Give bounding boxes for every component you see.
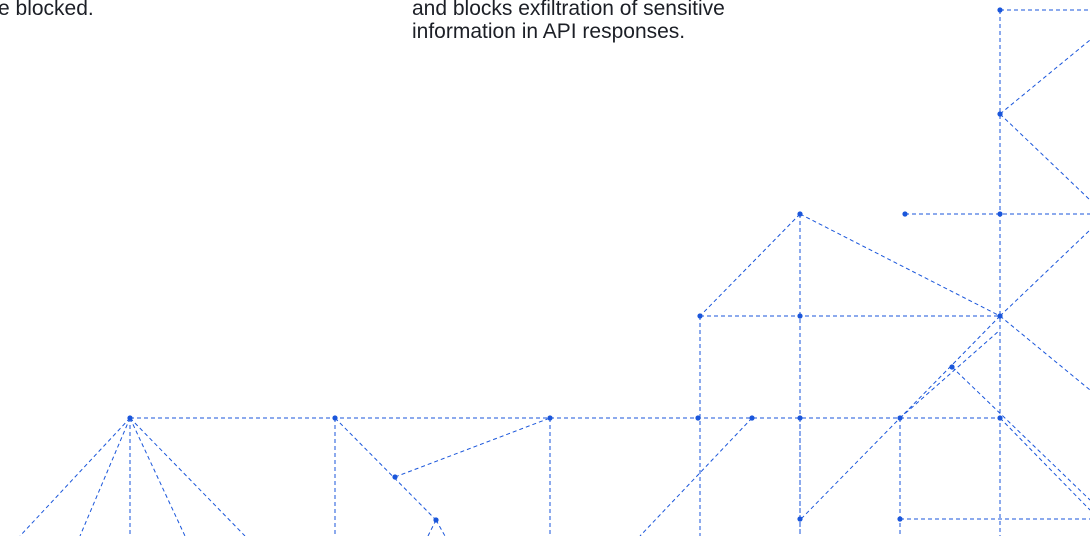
network-node xyxy=(433,517,439,523)
network-node xyxy=(797,313,803,319)
network-edge xyxy=(427,519,437,536)
network-node xyxy=(695,415,701,421)
network-edge xyxy=(899,329,1001,419)
network-node xyxy=(897,415,903,421)
network-edge xyxy=(699,213,801,317)
network-node xyxy=(547,415,553,421)
network-edge xyxy=(129,417,246,536)
network-node xyxy=(392,474,398,480)
feature-description-line-2: information in API responses. xyxy=(412,20,686,43)
network-edge xyxy=(129,417,186,536)
network-edge xyxy=(394,417,551,478)
feature-description: and blocks exfiltration of sensitive inf… xyxy=(412,0,725,43)
network-edge xyxy=(999,229,1090,317)
feature-text-left: e blocked. xyxy=(0,0,94,20)
network-node xyxy=(797,415,803,421)
network-edge xyxy=(999,315,1090,391)
network-edge xyxy=(999,417,1090,511)
network-node xyxy=(997,111,1003,117)
network-node xyxy=(902,211,908,217)
network-edge xyxy=(951,366,1090,501)
network-edge xyxy=(999,39,1090,115)
network-edge xyxy=(799,213,1001,317)
network-edge xyxy=(639,417,753,536)
network-edge xyxy=(79,417,131,536)
network-node xyxy=(749,415,755,421)
network-edge xyxy=(435,519,446,536)
network-edge xyxy=(999,113,1090,201)
network-edge xyxy=(334,417,437,521)
network-node xyxy=(997,211,1003,217)
network-node xyxy=(949,364,955,370)
network-node xyxy=(997,7,1003,13)
network-node xyxy=(997,415,1003,421)
network-node xyxy=(997,313,1003,319)
network-edge xyxy=(19,417,131,536)
network-node xyxy=(127,415,133,421)
network-node xyxy=(897,516,903,522)
network-node xyxy=(697,313,703,319)
network-node xyxy=(797,211,803,217)
network-node xyxy=(797,516,803,522)
feature-description-line-1: and blocks exfiltration of sensitive xyxy=(412,0,725,20)
network-node xyxy=(332,415,338,421)
